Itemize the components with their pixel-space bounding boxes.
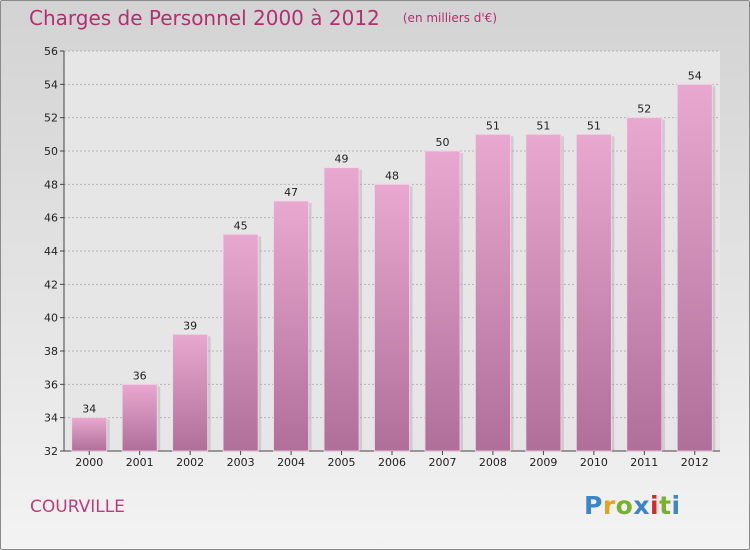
y-tick-label: 32 xyxy=(44,445,58,458)
proxiti-logo: Proxiti xyxy=(584,491,681,520)
logo-letter: t xyxy=(659,491,672,520)
bar xyxy=(323,167,360,452)
x-tick-label: 2000 xyxy=(75,456,103,469)
y-tick-label: 54 xyxy=(44,78,58,91)
bar-value-label: 51 xyxy=(486,119,500,132)
bar xyxy=(424,150,461,452)
logo-letter: o xyxy=(615,491,634,520)
bar-value-label: 52 xyxy=(637,103,651,116)
x-tick-label: 2012 xyxy=(681,456,709,469)
y-tick-label: 44 xyxy=(44,245,58,258)
y-tick-label: 50 xyxy=(44,145,58,158)
bar-value-label: 39 xyxy=(183,319,197,332)
bar-value-label: 51 xyxy=(587,119,601,132)
chart-title: Charges de Personnel 2000 à 2012 xyxy=(29,6,380,30)
x-tick-label: 2005 xyxy=(328,456,356,469)
bar xyxy=(374,183,410,452)
y-tick-label: 42 xyxy=(44,278,58,291)
y-tick-label: 36 xyxy=(44,378,58,391)
x-tick-label: 2008 xyxy=(479,456,507,469)
x-tick-label: 2011 xyxy=(630,456,658,469)
y-tick-label: 48 xyxy=(44,178,58,191)
bar xyxy=(676,83,713,452)
logo-letter: r xyxy=(602,491,616,520)
title-row: Charges de Personnel 2000 à 2012 (en mil… xyxy=(29,6,497,30)
x-tick-label: 2007 xyxy=(428,456,456,469)
bar-value-label: 45 xyxy=(234,219,248,232)
y-tick-label: 52 xyxy=(44,112,58,125)
bar xyxy=(475,133,511,452)
logo-letter: i xyxy=(671,491,681,520)
bar-value-label: 48 xyxy=(385,169,399,182)
y-tick-label: 46 xyxy=(44,212,58,225)
logo-letter: x xyxy=(633,491,650,520)
x-tick-label: 2009 xyxy=(529,456,557,469)
bar-value-label: 50 xyxy=(435,136,449,149)
x-tick-label: 2003 xyxy=(227,456,255,469)
commune-name: COURVILLE xyxy=(30,497,125,517)
y-tick-label: 34 xyxy=(44,412,58,425)
bar xyxy=(575,133,612,452)
bar-value-label: 49 xyxy=(335,153,349,166)
bar xyxy=(525,133,562,452)
logo-letter: i xyxy=(650,491,660,520)
x-tick-label: 2010 xyxy=(580,456,608,469)
logo-letter: P xyxy=(584,491,603,520)
bar-value-label: 54 xyxy=(688,69,702,82)
bar xyxy=(273,200,309,452)
bar xyxy=(222,233,259,452)
bar-value-label: 34 xyxy=(82,403,96,416)
chart-unit: (en milliers d'€) xyxy=(402,11,497,25)
bar xyxy=(626,117,663,452)
x-tick-label: 2002 xyxy=(176,456,204,469)
y-tick-label: 40 xyxy=(44,312,58,325)
x-tick-label: 2006 xyxy=(378,456,406,469)
y-tick-label: 56 xyxy=(44,45,58,58)
x-tick-label: 2001 xyxy=(126,456,154,469)
bar-value-label: 51 xyxy=(536,119,550,132)
y-tick-label: 38 xyxy=(44,345,58,358)
bar xyxy=(71,417,108,452)
x-tick-label: 2004 xyxy=(277,456,305,469)
bar xyxy=(121,383,158,452)
bar-value-label: 47 xyxy=(284,186,298,199)
bar xyxy=(172,333,209,452)
bar-value-label: 36 xyxy=(133,369,147,382)
